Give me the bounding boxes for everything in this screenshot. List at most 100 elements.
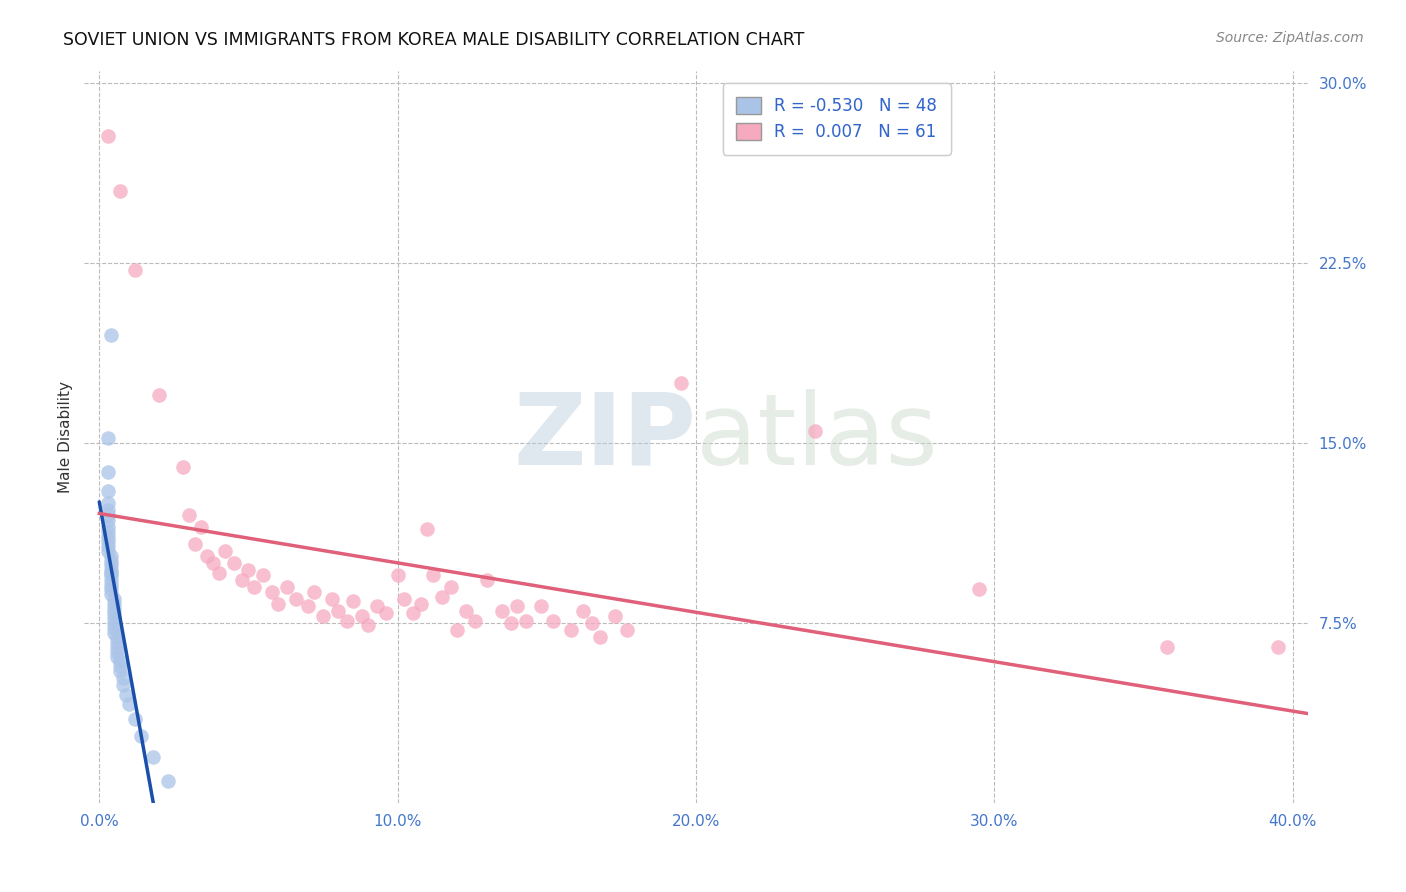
Point — [446, 623, 468, 637]
Point — [105, 649, 128, 664]
Point — [97, 431, 120, 445]
Point — [103, 601, 125, 615]
Point — [100, 563, 122, 577]
Point — [605, 608, 627, 623]
Point — [350, 608, 373, 623]
Point — [969, 582, 991, 597]
Point — [108, 184, 131, 198]
Point — [148, 388, 170, 402]
Point — [97, 129, 120, 144]
Point — [499, 615, 522, 630]
Point — [184, 537, 207, 551]
Point — [387, 568, 409, 582]
Point — [589, 630, 612, 644]
Text: atlas: atlas — [696, 389, 938, 485]
Point — [374, 607, 396, 621]
Point — [267, 597, 290, 611]
Point — [103, 607, 125, 621]
Point — [100, 549, 122, 563]
Point — [103, 625, 125, 640]
Point — [276, 580, 298, 594]
Point — [124, 263, 146, 277]
Point — [112, 671, 135, 685]
Point — [440, 580, 463, 594]
Point — [222, 556, 245, 570]
Point — [416, 523, 439, 537]
Point — [97, 465, 120, 479]
Point — [100, 582, 122, 597]
Point — [321, 591, 343, 606]
Point — [456, 604, 478, 618]
Point — [392, 591, 415, 606]
Point — [97, 544, 120, 558]
Point — [97, 539, 120, 553]
Point — [252, 568, 274, 582]
Point — [262, 584, 284, 599]
Point — [1156, 640, 1178, 654]
Y-axis label: Male Disability: Male Disability — [58, 381, 73, 493]
Point — [411, 597, 433, 611]
Point — [103, 597, 125, 611]
Point — [97, 530, 120, 544]
Point — [366, 599, 388, 614]
Point — [1267, 640, 1289, 654]
Point — [336, 614, 359, 628]
Point — [571, 604, 593, 618]
Point — [506, 599, 529, 614]
Point — [207, 566, 229, 580]
Point — [118, 698, 141, 712]
Point — [100, 587, 122, 601]
Legend: R = -0.530   N = 48, R =  0.007   N = 61: R = -0.530 N = 48, R = 0.007 N = 61 — [723, 83, 950, 154]
Point — [172, 460, 194, 475]
Point — [129, 729, 152, 743]
Point — [108, 664, 131, 678]
Point — [115, 688, 138, 702]
Point — [105, 640, 128, 654]
Point — [105, 635, 128, 649]
Point — [581, 615, 603, 630]
Point — [214, 544, 236, 558]
Text: Source: ZipAtlas.com: Source: ZipAtlas.com — [1216, 31, 1364, 45]
Point — [326, 604, 349, 618]
Point — [97, 513, 120, 527]
Point — [97, 503, 120, 517]
Point — [475, 573, 498, 587]
Point — [156, 774, 179, 789]
Point — [97, 508, 120, 522]
Point — [302, 584, 325, 599]
Point — [108, 654, 131, 668]
Point — [432, 590, 454, 604]
Point — [100, 553, 122, 567]
Point — [100, 573, 122, 587]
Point — [124, 712, 146, 726]
Point — [401, 607, 423, 621]
Point — [97, 524, 120, 539]
Point — [231, 573, 253, 587]
Point — [97, 483, 120, 498]
Point — [422, 568, 444, 582]
Point — [103, 615, 125, 630]
Point — [560, 623, 582, 637]
Point — [201, 556, 224, 570]
Point — [112, 678, 135, 692]
Point — [103, 591, 125, 606]
Point — [804, 424, 827, 438]
Point — [669, 376, 692, 391]
Point — [97, 520, 120, 534]
Point — [297, 599, 319, 614]
Point — [103, 621, 125, 635]
Point — [515, 614, 537, 628]
Point — [190, 520, 212, 534]
Point — [108, 659, 131, 673]
Point — [142, 750, 165, 764]
Point — [464, 614, 486, 628]
Point — [357, 618, 380, 632]
Point — [177, 508, 200, 522]
Point — [285, 591, 308, 606]
Point — [541, 614, 564, 628]
Point — [312, 608, 335, 623]
Point — [195, 549, 218, 563]
Text: SOVIET UNION VS IMMIGRANTS FROM KOREA MALE DISABILITY CORRELATION CHART: SOVIET UNION VS IMMIGRANTS FROM KOREA MA… — [63, 31, 804, 49]
Point — [342, 594, 364, 608]
Point — [243, 580, 266, 594]
